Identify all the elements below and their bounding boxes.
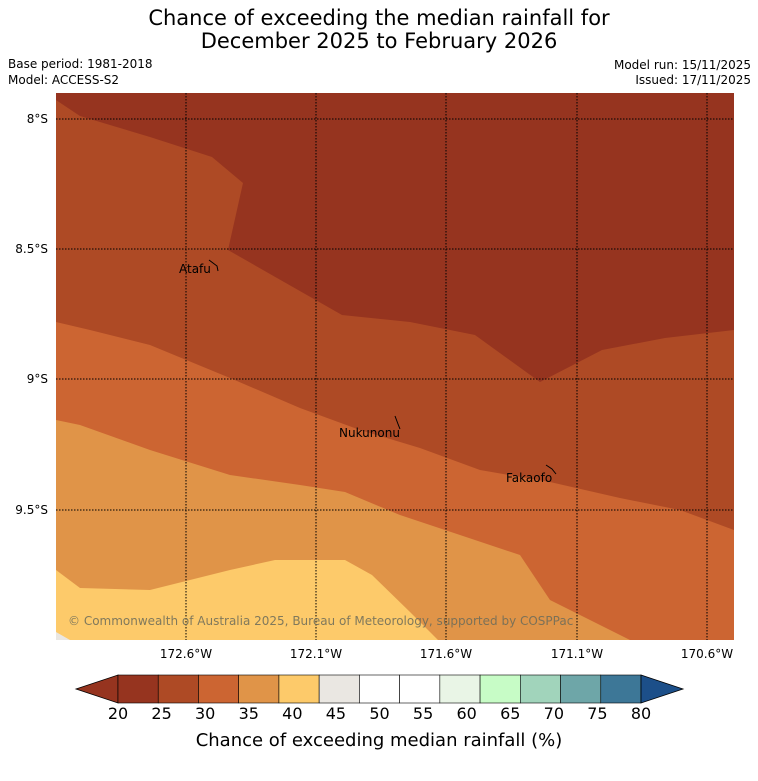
lat-label-9-5s: 9.5°S <box>15 503 48 517</box>
colorbar-under-arrow <box>74 674 119 704</box>
colorbar-box-50-55 <box>359 674 400 704</box>
colorbar-box-60-65 <box>439 674 481 704</box>
atafu-island <box>208 259 219 272</box>
grid-lines <box>56 93 734 640</box>
base-period-text: Base period: 1981-2018 <box>8 57 153 71</box>
colorbar-tick-75: 75 <box>587 704 608 723</box>
colorbar-box-30-35 <box>198 674 239 704</box>
colorbar-tick-40: 40 <box>282 704 303 723</box>
lon-label-170-6w: 170.6°W <box>680 647 734 661</box>
place-label-atafu: Atafu <box>179 262 211 276</box>
colorbar-tick-25: 25 <box>151 704 172 723</box>
colorbar-box-70-75 <box>520 674 561 704</box>
lat-label-9s: 9°S <box>26 372 48 386</box>
model-text: Model: ACCESS-S2 <box>8 73 120 87</box>
map-title-line-2: December 2025 to February 2026 <box>200 29 558 53</box>
colorbar-tick-20: 20 <box>107 704 129 723</box>
zone-below-20 <box>56 93 734 382</box>
zone-40-45 <box>56 632 70 640</box>
nukunonu-island <box>394 415 401 430</box>
zone-35-40 <box>56 560 438 640</box>
colorbar-tick-50: 50 <box>369 704 390 723</box>
place-label-fakaofo: Fakaofo <box>506 471 553 485</box>
colorbar-box-55-60 <box>399 674 441 704</box>
colorbar-tick-70: 70 <box>543 704 564 723</box>
issued-text: Issued: 17/11/2025 <box>635 73 751 87</box>
colorbar-box-65-70 <box>479 674 521 704</box>
lon-label-171-1w: 171.1°W <box>550 647 604 661</box>
island-outlines <box>208 259 557 475</box>
colorbar-tick-35: 35 <box>238 704 259 723</box>
colorbar-label: Chance of exceeding median rainfall (%) <box>195 730 563 751</box>
colorbar-box-25-30 <box>157 674 199 704</box>
fakaofo-island <box>545 464 557 475</box>
lat-label-8-5s: 8.5°S <box>15 242 48 256</box>
copyright-notice: © Commonwealth of Australia 2025, Bureau… <box>68 614 574 628</box>
map-title-line-1: Chance of exceeding the median rainfall … <box>148 6 610 30</box>
colorbar-over-arrow <box>640 674 685 704</box>
colorbar-box-40-45 <box>278 674 320 704</box>
colorbar-box-35-40 <box>238 674 280 704</box>
colorbar-box-80-undefined <box>600 674 642 704</box>
colorbar-tick-30: 30 <box>194 704 216 723</box>
colorbar <box>74 674 685 704</box>
model-run-text: Model run: 15/11/2025 <box>613 58 751 72</box>
place-label-nukunonu: Nukunonu <box>339 426 400 440</box>
colorbar-box-45-50 <box>318 674 360 704</box>
colorbar-tick-65: 65 <box>500 704 521 723</box>
lon-label-172-1w: 172.1°W <box>289 647 343 661</box>
colorbar-box-75-80 <box>560 674 602 704</box>
colorbar-tick-55: 55 <box>412 704 434 723</box>
colorbar-tick-60: 60 <box>456 704 477 723</box>
lon-label-171-6w: 171.6°W <box>419 647 473 661</box>
colorbar-tick-80: 80 <box>630 704 652 723</box>
colorbar-tick-45: 45 <box>325 704 347 723</box>
lat-label-8s: 8°S <box>26 112 48 126</box>
colorbar-box-20-25 <box>117 674 159 704</box>
lon-label-172-6w: 172.6°W <box>159 647 213 661</box>
